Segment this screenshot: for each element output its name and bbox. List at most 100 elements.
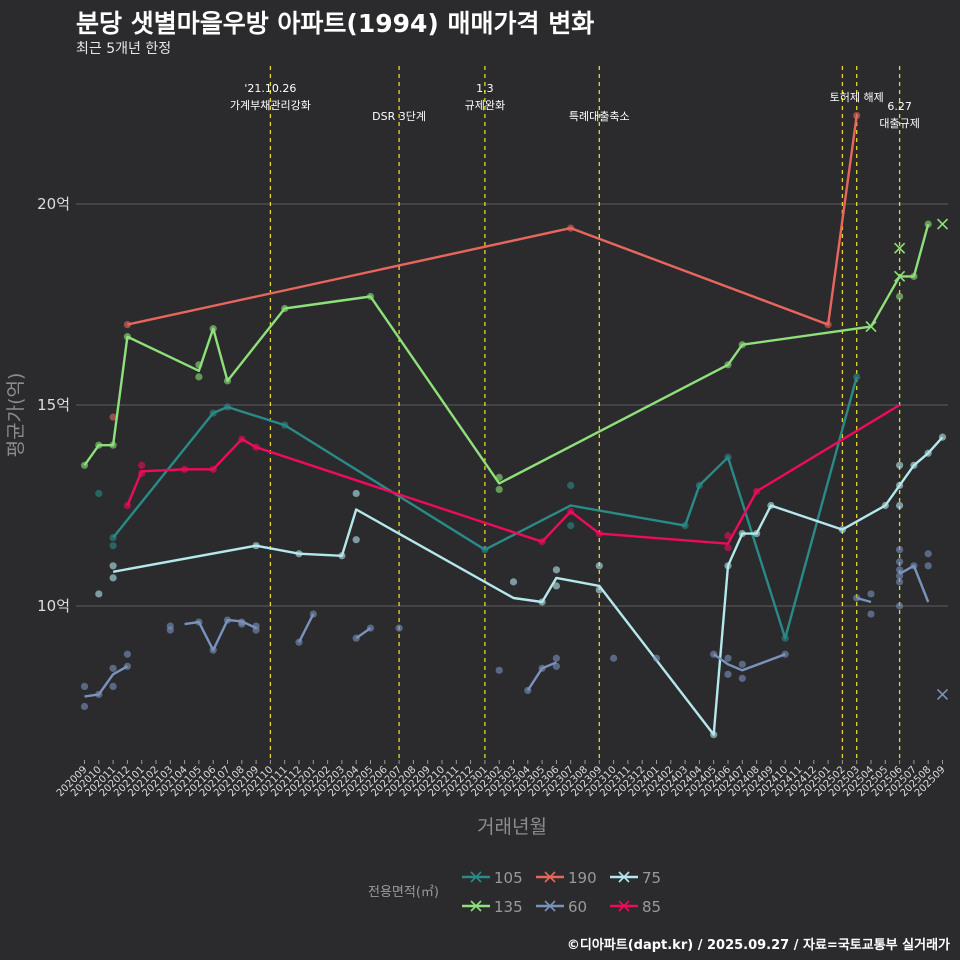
point-85 xyxy=(724,544,732,552)
point-60 xyxy=(495,666,503,674)
point-60 xyxy=(738,660,746,668)
legend-item-60: 60 xyxy=(536,898,587,916)
legend-label: 75 xyxy=(642,869,661,887)
legend-item-75: 75 xyxy=(610,869,661,887)
series-105 xyxy=(95,373,861,642)
line-60 xyxy=(184,618,257,652)
point-105 xyxy=(567,522,575,530)
line-85 xyxy=(126,403,901,545)
policy-annotation-label: 1.3 xyxy=(476,82,494,95)
point-190 xyxy=(853,111,861,120)
legend-key-cross xyxy=(544,900,556,912)
point-75 xyxy=(352,489,360,498)
y-tick-label: 15억 xyxy=(37,396,70,414)
chart-title: 분당 샛별마을우방 아파트(1994) 매매가격 변화 xyxy=(76,9,595,38)
point-60 xyxy=(724,654,732,662)
x-axis-title: 거래년월 xyxy=(477,816,547,838)
cross-point-60-stroke xyxy=(936,688,949,701)
point-60 xyxy=(552,662,561,670)
line-60 xyxy=(713,653,786,672)
point-85 xyxy=(138,461,146,469)
line-190 xyxy=(127,115,858,326)
source-caption: ©디아파트(dapt.kr) / 2025.09.27 / 자료=국토교통부 실… xyxy=(566,938,950,953)
point-135 xyxy=(195,373,203,381)
y-axis-ticks: 10억 15억 20억 xyxy=(37,195,70,615)
cross-point-135-stroke xyxy=(894,270,906,282)
cross-point-135 xyxy=(894,270,906,282)
chart-subtitle: 최근 5개년 한정 xyxy=(76,41,172,57)
policy-lines xyxy=(269,66,901,760)
policy-annotation-label: DSR 3단계 xyxy=(372,110,426,123)
point-75 xyxy=(352,536,360,544)
policy-annotation-label: 가계부채관리강화 xyxy=(230,99,311,112)
point-60 xyxy=(738,674,746,682)
point-60 xyxy=(123,650,131,658)
line-75 xyxy=(112,436,944,736)
point-60 xyxy=(166,626,174,634)
point-105 xyxy=(567,481,575,489)
series-layer xyxy=(80,111,949,739)
legend-label: 105 xyxy=(494,869,523,887)
y-tick-label: 10억 xyxy=(37,597,70,615)
cross-point-60 xyxy=(936,688,949,701)
line-60 xyxy=(856,596,872,604)
legend-key-cross xyxy=(470,871,482,883)
point-60 xyxy=(924,550,932,558)
y-axis-title: 평균가(억) xyxy=(5,373,27,458)
point-75 xyxy=(896,501,904,510)
legend-label: 135 xyxy=(494,898,523,916)
point-60 xyxy=(924,562,932,570)
legend-key-cross xyxy=(470,900,482,912)
point-60 xyxy=(109,664,117,672)
point-60 xyxy=(552,654,561,662)
cross-point-135-stroke xyxy=(936,218,949,230)
grid-lines xyxy=(76,203,948,607)
point-105 xyxy=(109,542,117,550)
point-60 xyxy=(395,624,403,632)
point-135 xyxy=(896,292,904,301)
series-75 xyxy=(95,433,947,739)
legend-label: 60 xyxy=(568,898,587,916)
cross-point-135 xyxy=(894,242,906,254)
legend-title: 전용면적(㎡) xyxy=(368,885,439,900)
point-75 xyxy=(109,562,117,570)
point-60 xyxy=(652,654,661,662)
legend-key-cross xyxy=(618,900,630,912)
legend-item-190: 190 xyxy=(536,869,597,887)
point-60 xyxy=(896,602,904,610)
legend-key-cross xyxy=(618,871,630,883)
line-60 xyxy=(355,627,372,640)
point-75 xyxy=(896,461,904,469)
legend-label: 190 xyxy=(568,869,597,887)
legend-label: 85 xyxy=(642,898,661,916)
policy-annotation-label: 대출규제 xyxy=(879,117,919,130)
point-75 xyxy=(595,562,603,570)
policy-annotation-label: 특례대출축소 xyxy=(569,110,630,123)
legend: 전용면적(㎡) 105 190 75 135 60 85 xyxy=(368,869,661,916)
policy-annotation-label: 6.27 xyxy=(887,100,912,113)
point-85 xyxy=(724,532,732,540)
line-60 xyxy=(899,564,930,603)
point-60 xyxy=(80,682,89,691)
x-axis-ticks: 2020092020102020112020122021012021022021… xyxy=(55,760,948,799)
line-105 xyxy=(112,376,858,640)
legend-item-85: 85 xyxy=(610,898,661,916)
point-75 xyxy=(552,582,561,590)
line-60 xyxy=(297,613,315,643)
series-135 xyxy=(80,220,932,494)
cross-point-135-stroke xyxy=(865,321,877,333)
point-60 xyxy=(80,702,89,711)
point-190 xyxy=(109,413,117,421)
line-135 xyxy=(83,223,930,485)
cross-point-135-stroke xyxy=(894,242,906,254)
line-60 xyxy=(84,665,128,698)
cross-point-135 xyxy=(865,321,877,333)
point-60 xyxy=(109,682,117,691)
policy-annotation-label: 토허제 해제 xyxy=(830,90,884,104)
point-60 xyxy=(724,670,732,678)
point-60 xyxy=(867,610,875,618)
legend-item-105: 105 xyxy=(462,869,523,887)
point-60 xyxy=(896,546,904,554)
point-135 xyxy=(924,220,932,228)
